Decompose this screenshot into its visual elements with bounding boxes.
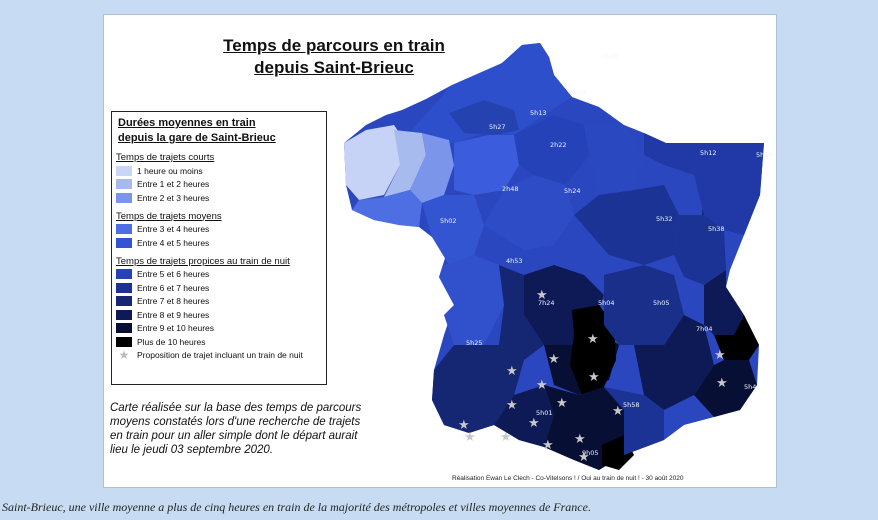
star-icon: ★: [118, 348, 130, 363]
legend-item: Entre 7 et 8 heures: [116, 295, 326, 309]
legend-item: Entre 9 et 10 heures: [116, 322, 326, 336]
legend-swatch: [116, 309, 132, 320]
legend-item-label: Entre 8 et 9 heures: [137, 309, 210, 320]
legend-swatch: [116, 165, 132, 176]
legend-title-line1: Durées moyennes en train: [118, 117, 256, 129]
legend-item-label: Entre 7 et 8 heures: [137, 296, 210, 307]
map-label: 5h02: [440, 217, 457, 225]
legend-swatch: [116, 237, 132, 248]
night-train-star: ★: [464, 430, 476, 445]
legend-swatch: [116, 296, 132, 307]
map-label: 2h48: [502, 185, 519, 193]
night-train-star: ★: [528, 416, 540, 431]
map-title-line2: depuis Saint-Brieuc: [254, 58, 414, 77]
map-label: 4h53: [506, 257, 523, 265]
legend-item-label: Entre 9 et 10 heures: [137, 323, 215, 334]
map-label: 5h24: [564, 187, 581, 195]
legend-group-medium: Temps de trajets moyens: [116, 210, 222, 222]
map-label: 5h41: [744, 383, 761, 391]
map-label: 5h07: [570, 89, 587, 97]
legend-item-label: Plus de 10 heures: [137, 336, 206, 347]
night-train-star: ★: [500, 430, 512, 445]
map-label: 5h32: [656, 215, 673, 223]
map-label: 5h05: [653, 299, 670, 307]
map-title: Temps de parcours en train depuis Saint-…: [164, 35, 504, 79]
legend-item: Entre 3 et 4 heures: [116, 223, 326, 237]
map-label: 9h05: [582, 449, 599, 457]
figure-caption: Saint-Brieuc, une ville moyenne a plus d…: [2, 500, 591, 514]
night-train-star: ★: [612, 404, 624, 419]
night-train-star: ★: [588, 370, 600, 385]
night-train-star: ★: [548, 352, 560, 367]
map-label: 5h27: [489, 123, 506, 131]
legend-item-label: Entre 6 et 7 heures: [137, 282, 210, 293]
night-train-star: ★: [587, 332, 599, 347]
night-train-star: ★: [506, 398, 518, 413]
legend-item-label: Entre 4 et 5 heures: [137, 237, 210, 248]
night-train-star: ★: [506, 364, 518, 379]
legend-item-label: Entre 2 et 3 heures: [137, 192, 210, 203]
legend-star-label: Proposition de trajet incluant un train …: [137, 350, 303, 361]
night-train-star: ★: [716, 376, 728, 391]
legend-item-label: Entre 5 et 6 heures: [137, 269, 210, 280]
map-label: 5h12: [700, 149, 717, 157]
night-train-star: ★: [578, 450, 590, 465]
night-train-star: ★: [542, 438, 554, 453]
legend-item: Entre 8 et 9 heures: [116, 308, 326, 322]
legend-swatch: [116, 269, 132, 280]
map-label: 5h05: [462, 433, 479, 441]
legend-item: Entre 5 et 6 heures: [116, 268, 326, 282]
legend-swatch: [116, 323, 132, 334]
legend-swatch: [116, 192, 132, 203]
map-label: 7h04: [696, 325, 713, 333]
legend-item-label: Entre 1 et 2 heures: [137, 179, 210, 190]
legend-title-line2: depuis la gare de Saint-Brieuc: [118, 132, 276, 144]
legend-item: Entre 6 et 7 heures: [116, 281, 326, 295]
legend-swatch: [116, 224, 132, 235]
map-label: 5h25: [466, 339, 483, 347]
map-label: 5h58: [623, 401, 640, 409]
night-train-star: ★: [574, 432, 586, 447]
legend-title: Durées moyennes en train depuis la gare …: [118, 116, 326, 146]
legend-swatch: [116, 282, 132, 293]
map-label: 5h04: [598, 299, 615, 307]
map-label: 2h22: [550, 141, 567, 149]
france-map: 5h30 5h07 5h13 5h27 2h22 5h12 5h14 2h48 …: [344, 43, 773, 470]
legend-item-label: Entre 3 et 4 heures: [137, 224, 210, 235]
night-train-star: ★: [556, 396, 568, 411]
night-train-star: ★: [536, 288, 548, 303]
map-label: 5h01: [536, 409, 553, 417]
legend-group-short: Temps de trajets courts: [116, 152, 215, 163]
night-train-star: ★: [536, 378, 548, 393]
legend-swatch: [116, 179, 132, 190]
legend-item: Entre 1 et 2 heures: [116, 178, 326, 192]
night-train-stars: ★ ★ ★ ★ ★ ★ ★ ★ ★ ★ ★ ★ ★ ★ ★ ★ ★ ★: [458, 288, 728, 465]
legend-item: Entre 4 et 5 heures: [116, 236, 326, 250]
map-label: 5h13: [530, 109, 547, 117]
methodology-note: Carte réalisée sur la base des temps de …: [110, 402, 362, 456]
map-label: 7h24: [538, 299, 555, 307]
map-card: 5h30 5h07 5h13 5h27 2h22 5h12 5h14 2h48 …: [103, 14, 777, 488]
legend-item: Entre 2 et 3 heures: [116, 191, 326, 205]
legend-swatch: [116, 336, 132, 347]
map-label: 5h14: [756, 151, 773, 159]
legend-group-night: Temps de trajets propices au train de nu…: [116, 255, 290, 267]
map-label: 5h38: [708, 225, 725, 233]
legend-item: Plus de 10 heures: [116, 335, 326, 349]
credit-text: Réalisation Ewan Le Clech - Co-Vitelsons…: [452, 475, 684, 482]
night-train-star: ★: [714, 348, 726, 363]
legend-item: 1 heure ou moins: [116, 164, 326, 178]
duration-labels: 5h30 5h07 5h13 5h27 2h22 5h12 5h14 2h48 …: [440, 53, 773, 457]
map-title-line1: Temps de parcours en train: [223, 36, 445, 55]
night-train-star: ★: [458, 418, 470, 433]
map-label: 5h30: [602, 53, 619, 61]
legend: Durées moyennes en train depuis la gare …: [111, 111, 327, 385]
legend-item-label: 1 heure ou moins: [137, 165, 203, 176]
legend-item-star: ★ Proposition de trajet incluant un train…: [116, 349, 326, 363]
